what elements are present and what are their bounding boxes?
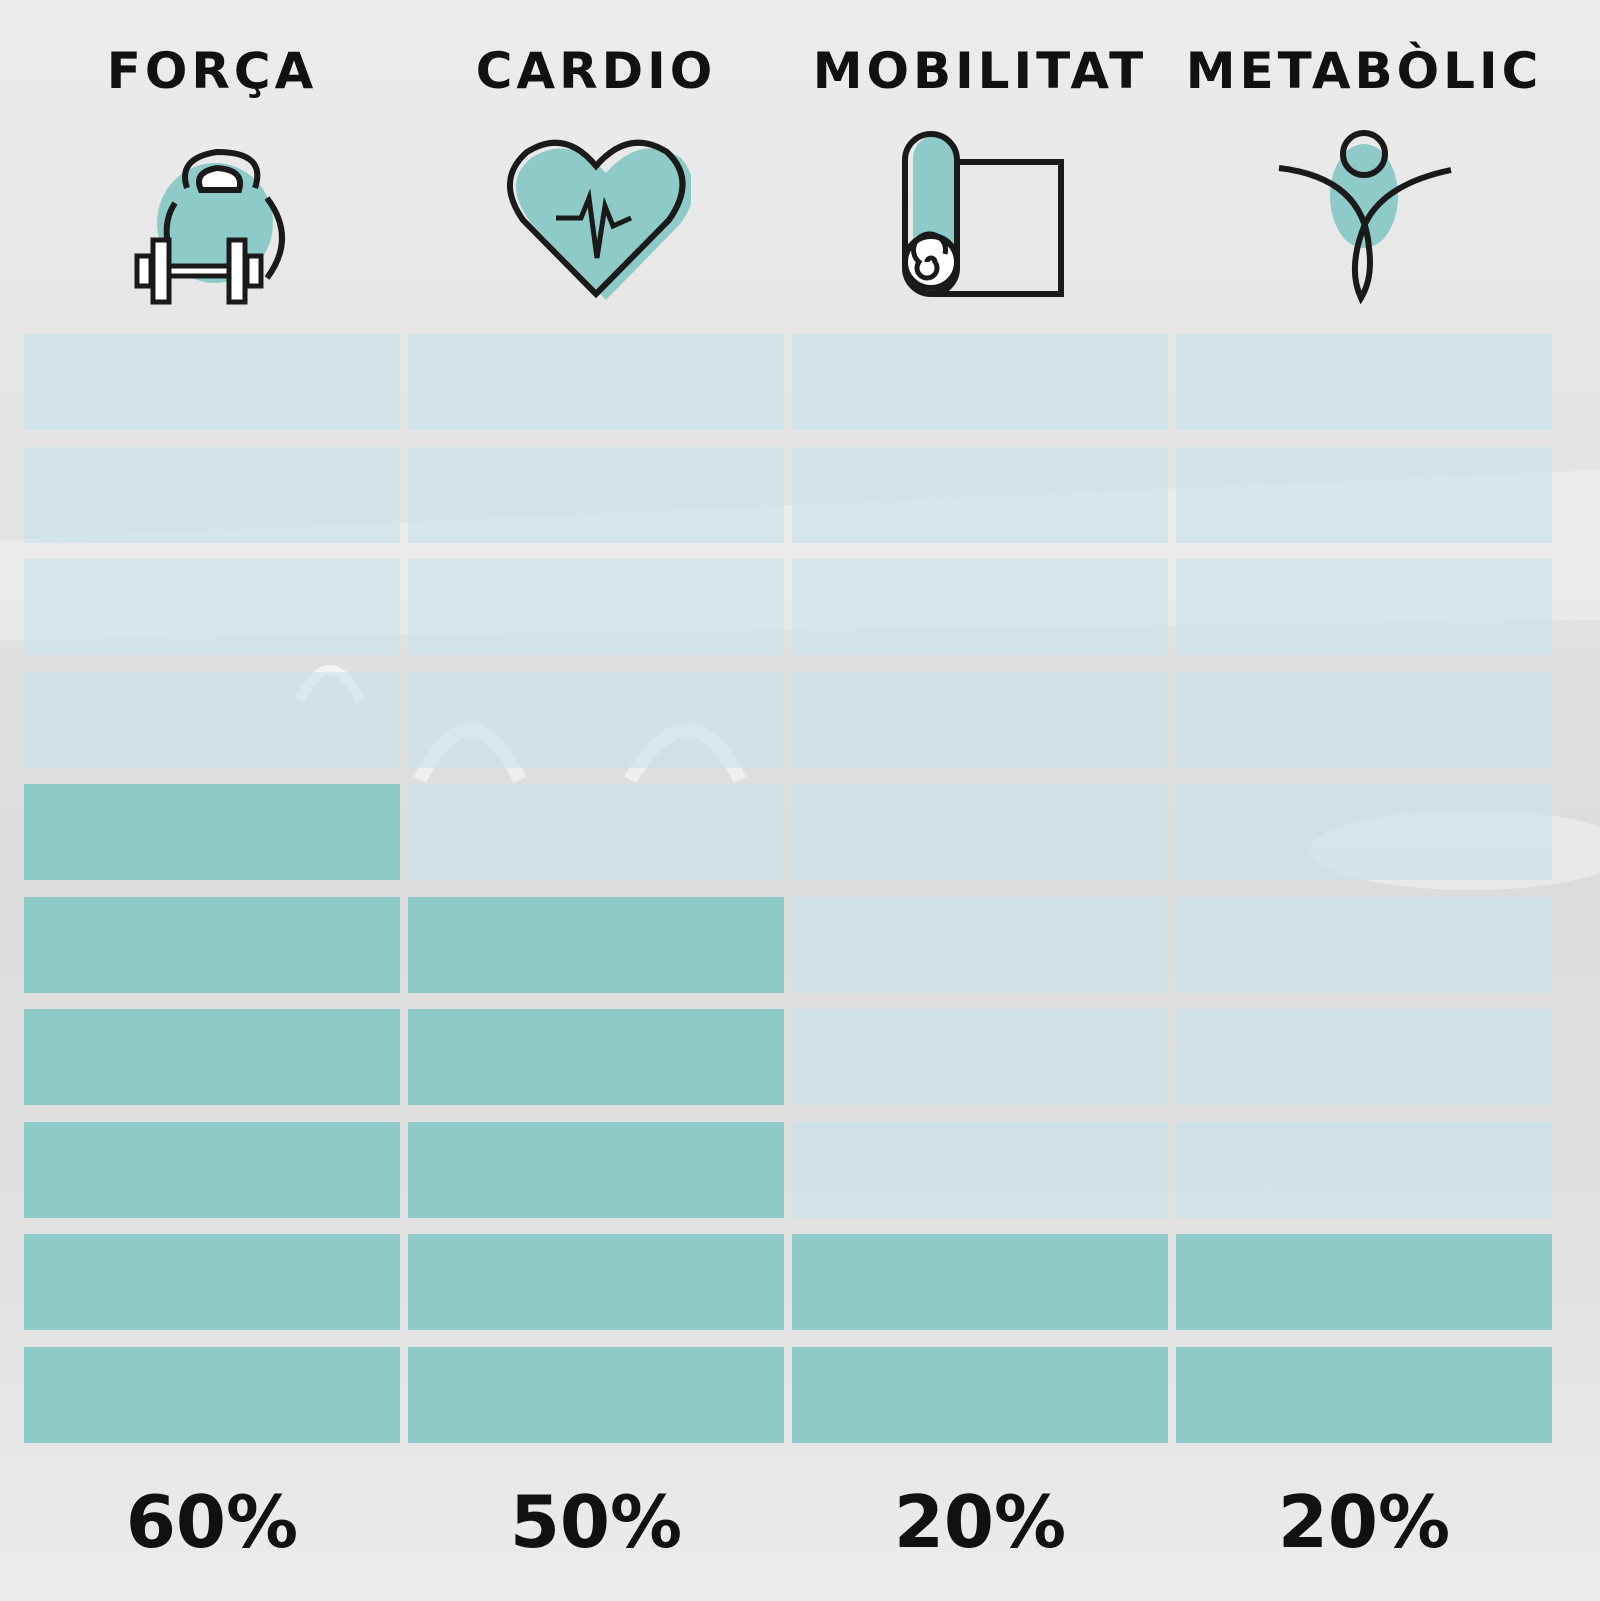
bar-segment-filled bbox=[24, 1234, 400, 1330]
bar-segment-empty bbox=[792, 671, 1168, 768]
bar-segment-filled bbox=[408, 1234, 784, 1330]
bar-segment-empty bbox=[1176, 784, 1552, 880]
bar-segment-filled bbox=[24, 1121, 400, 1218]
bar-segment-filled bbox=[24, 1346, 400, 1443]
bar-segment-empty bbox=[792, 1121, 1168, 1218]
bar-segment-empty bbox=[408, 446, 784, 543]
category-label: FORÇA bbox=[106, 42, 318, 100]
bar-segment-empty bbox=[1176, 559, 1552, 655]
category-label: METABÒLIC bbox=[1185, 42, 1543, 100]
person-icon bbox=[1269, 128, 1459, 308]
bar-segment-empty bbox=[792, 559, 1168, 655]
category-label: CARDIO bbox=[475, 42, 717, 100]
value-label: 20% bbox=[1277, 1480, 1451, 1564]
bar-segment-empty bbox=[408, 559, 784, 655]
bar-segment-filled bbox=[24, 896, 400, 993]
bar-segment-filled bbox=[1176, 1346, 1552, 1443]
column-4: METABÒLIC 20% bbox=[1176, 0, 1552, 1601]
bar-segment-empty bbox=[408, 784, 784, 880]
bar-segment-filled bbox=[408, 1121, 784, 1218]
bar-segment-empty bbox=[792, 784, 1168, 880]
bar-segment-empty bbox=[24, 334, 400, 430]
bar-segment-filled bbox=[408, 1009, 784, 1105]
bar-segment-empty bbox=[1176, 446, 1552, 543]
bar-segment-empty bbox=[408, 334, 784, 430]
bar-segment-filled bbox=[1176, 1234, 1552, 1330]
bar-segment-filled bbox=[24, 1009, 400, 1105]
bar-segment-empty bbox=[1176, 1121, 1552, 1218]
yoga-mat-icon bbox=[885, 128, 1075, 308]
bar-segment-filled bbox=[408, 896, 784, 993]
bar-segment-filled bbox=[24, 784, 400, 880]
bar-segment-empty bbox=[24, 671, 400, 768]
bar-segment-filled bbox=[792, 1234, 1168, 1330]
kettlebell-dumbbell-icon bbox=[117, 128, 307, 308]
bar-segment-empty bbox=[24, 559, 400, 655]
value-label: 50% bbox=[509, 1480, 683, 1564]
bar-segment-empty bbox=[1176, 334, 1552, 430]
bar-segment-empty bbox=[792, 446, 1168, 543]
bar-segment-empty bbox=[1176, 671, 1552, 768]
value-label: 20% bbox=[893, 1480, 1067, 1564]
bar-segment-empty bbox=[1176, 1009, 1552, 1105]
bar-segment-empty bbox=[792, 334, 1168, 430]
value-label: 60% bbox=[125, 1480, 299, 1564]
bar-segment-empty bbox=[1176, 896, 1552, 993]
column-2: CARDIO 50% bbox=[408, 0, 784, 1601]
column-3: MOBILITAT 20% bbox=[792, 0, 1168, 1601]
bar-segment-filled bbox=[408, 1346, 784, 1443]
bar-segment-empty bbox=[792, 896, 1168, 993]
bar-segment-empty bbox=[792, 1009, 1168, 1105]
bar-segment-filled bbox=[792, 1346, 1168, 1443]
category-label: MOBILITAT bbox=[812, 42, 1148, 100]
heart-pulse-icon bbox=[501, 128, 694, 308]
bar-segment-empty bbox=[408, 671, 784, 768]
column-1: FORÇA 60% bbox=[24, 0, 400, 1601]
bar-segment-empty bbox=[24, 446, 400, 543]
